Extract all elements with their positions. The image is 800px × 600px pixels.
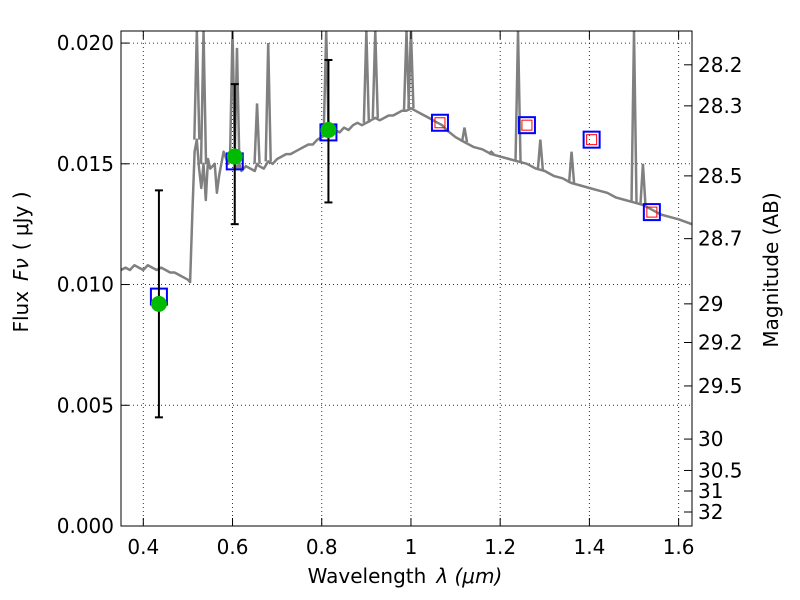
emission-line [536, 139, 545, 170]
emission-line [199, 30, 208, 164]
mag-tick-label: 30.5 [698, 458, 743, 482]
y-tick-label: 0.010 [57, 273, 114, 297]
ir-photometry-square [642, 203, 661, 222]
emission-line [193, 30, 201, 140]
emission-line [567, 151, 576, 184]
emission-line [264, 43, 272, 162]
mag-tick-label: 28.7 [698, 227, 743, 251]
plot-frame [120, 30, 693, 527]
x-tick-label: 0.6 [217, 535, 249, 559]
observed-point [150, 295, 167, 312]
mag-tick-label: 30 [698, 427, 723, 451]
emission-line [630, 30, 638, 203]
ir-photometry-square [430, 113, 449, 132]
mag-tick-label: 29.5 [698, 374, 743, 398]
emission-line [460, 127, 469, 143]
emission-line [253, 103, 261, 164]
observed-point [226, 148, 243, 165]
y-tick-label: 0.015 [57, 152, 114, 176]
mag-tick-label: 28.3 [698, 94, 743, 118]
tick-layer: 0.4 0.6 0.8 1 1.2 1.4 1.6 0.000 0.005 0.010 0.015 0… [57, 31, 743, 559]
x-tick-label: 0.8 [306, 535, 338, 559]
ir-photometry-inner-square [646, 206, 658, 218]
y-tick-label: 0.000 [57, 514, 114, 538]
ir-photometry-inner-square [586, 134, 598, 146]
mag-tick-label: 29.2 [698, 330, 743, 354]
mag-tick-label: 28.2 [698, 53, 743, 77]
y2-axis-label: Magnitude (AB) [759, 192, 783, 347]
grid [121, 31, 692, 527]
mag-tick-label: 28.5 [698, 164, 743, 188]
marker-layer [149, 58, 661, 419]
mag-tick-label: 31 [698, 479, 723, 503]
spectrum-line [120, 107, 693, 284]
mag-tick-label: 32 [698, 500, 723, 524]
ir-photometry-inner-square [434, 117, 446, 129]
ir-photometry-square [582, 130, 601, 149]
emission-line [362, 30, 371, 123]
x-tick-label: 1.2 [484, 535, 516, 559]
x-tick-label: 1.4 [573, 535, 605, 559]
ir-photometry-inner-square [521, 119, 533, 131]
emission-line [487, 149, 495, 156]
emission-line [371, 30, 380, 118]
x-axis-label: Wavelength λ (μm) [308, 564, 503, 588]
x-tick-label: 0.4 [127, 535, 159, 559]
x-tick-label: 1 [405, 535, 418, 559]
y-axis-label: FluxFν( μJy ) [9, 191, 33, 332]
series-layer [120, 30, 693, 284]
emission-line [514, 30, 522, 162]
y-tick-label: 0.020 [57, 31, 114, 55]
emission-line [639, 163, 647, 205]
mag-tick-label: 29 [698, 292, 723, 316]
observed-point [320, 122, 337, 138]
y-tick-label: 0.005 [57, 393, 114, 417]
x-tick-label: 1.6 [663, 535, 695, 559]
ir-photometry-square [517, 116, 536, 135]
